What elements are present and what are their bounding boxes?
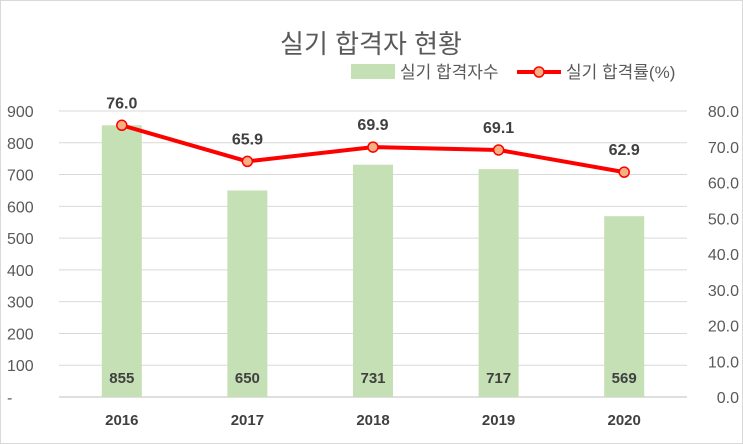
bar-data-label: 731 <box>360 370 385 387</box>
legend-bar-label: 실기 합격자수 <box>400 63 499 82</box>
right-tick-label: 60.0 <box>708 176 739 193</box>
x-axis-ticks: 2016 2017 2018 2019 2020 <box>105 412 641 429</box>
x-tick-label: 2019 <box>482 412 515 429</box>
rate-data-label: 69.9 <box>357 117 388 134</box>
bar-data-label: 855 <box>109 370 134 387</box>
bar-data-label: 650 <box>235 370 260 387</box>
bars: 855 650 731 717 569 <box>101 125 645 398</box>
left-tick-label: 400 <box>7 263 34 280</box>
right-tick-label: 70.0 <box>708 140 739 157</box>
rate-data-label: 69.1 <box>483 120 514 137</box>
legend-line-label: 실기 합격률(%) <box>566 63 675 82</box>
rate-line-series: 76.0 65.9 69.9 69.1 62.9 <box>106 95 640 178</box>
rate-point <box>492 144 505 156</box>
legend-line-marker <box>533 66 545 78</box>
right-tick-label: 30.0 <box>708 283 739 300</box>
rate-point <box>618 166 630 178</box>
right-tick-label: 10.0 <box>708 354 739 371</box>
bar-data-label: 569 <box>612 370 637 387</box>
left-tick-label: 500 <box>7 231 34 248</box>
right-tick-label: 0.0 <box>717 390 739 407</box>
right-tick-label: 50.0 <box>708 211 739 228</box>
right-tick-label: 20.0 <box>708 319 739 336</box>
x-tick-label: 2018 <box>356 412 389 429</box>
bar <box>478 169 519 397</box>
bar <box>353 164 393 397</box>
left-tick-label: - <box>7 390 12 407</box>
rate-data-label: 62.9 <box>609 142 640 159</box>
right-axis-ticks: 0.0 10.0 20.0 30.0 40.0 50.0 60.0 70.0 80.0 <box>708 104 739 407</box>
bar <box>227 190 268 397</box>
right-tick-label: 40.0 <box>708 247 739 264</box>
bar-data-label: 717 <box>486 370 511 387</box>
left-axis-ticks: - 100 200 300 400 500 600 700 800 900 <box>7 104 34 407</box>
left-tick-label: 600 <box>7 199 34 216</box>
rate-data-label: 76.0 <box>106 95 137 112</box>
left-tick-label: 900 <box>7 104 34 121</box>
bar <box>101 125 142 398</box>
left-tick-label: 100 <box>7 358 34 375</box>
rate-point <box>116 119 128 132</box>
rate-point <box>241 155 254 168</box>
x-tick-label: 2020 <box>608 412 641 429</box>
rate-point <box>367 141 379 153</box>
rate-data-label: 65.9 <box>232 131 263 148</box>
left-tick-label: 700 <box>7 168 34 185</box>
x-tick-label: 2017 <box>231 412 264 429</box>
left-tick-label: 200 <box>7 326 34 343</box>
right-tick-label: 80.0 <box>708 104 739 121</box>
left-tick-label: 800 <box>7 136 34 153</box>
legend: 실기 합격자수 실기 합격률(%) <box>351 63 675 82</box>
legend-bar-swatch <box>351 64 395 79</box>
chart-title: 실기 합격자 현황 <box>280 29 462 59</box>
left-tick-label: 300 <box>7 295 34 312</box>
x-tick-label: 2016 <box>105 412 138 429</box>
bar <box>604 216 645 397</box>
